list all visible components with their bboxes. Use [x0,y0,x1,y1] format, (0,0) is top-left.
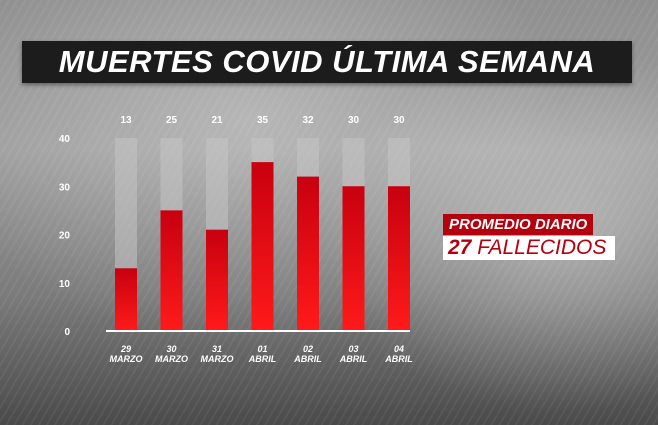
x-tick-label-month: ABRIL [293,354,322,364]
y-tick-label: 20 [59,231,71,242]
x-tick-label-day: 29 [120,344,131,354]
x-tick-label-day: 31 [212,344,222,354]
average-unit: FALLECIDOS [477,236,607,259]
y-tick-label: 30 [59,182,71,193]
x-tick-label-day: 04 [394,344,404,354]
average-number: 27 [448,236,472,259]
bar [115,268,137,331]
average-label: PROMEDIO DIARIO [443,214,594,235]
x-tick-label-day: 03 [348,344,358,354]
x-tick-label-month: MARZO [110,354,143,364]
title-banner: MUERTES COVID ÚLTIMA SEMANA [22,41,632,83]
data-label: 32 [302,115,314,126]
x-tick-label-month: MARZO [155,354,188,364]
data-label: 13 [120,115,132,126]
chart-title: MUERTES COVID ÚLTIMA SEMANA [58,44,596,79]
x-tick-label-day: 01 [257,344,267,354]
x-tick-label-month: ABRIL [248,354,277,364]
bar [297,176,319,331]
y-tick-label: 10 [59,279,71,290]
data-label: 21 [211,115,223,126]
x-tick-label-month: MARZO [201,354,234,364]
bar [342,186,365,331]
bar [251,162,274,331]
x-tick-label-day: 30 [166,344,176,354]
data-label: 30 [393,115,405,126]
x-tick-label-day: 02 [303,344,313,354]
data-label: 25 [166,115,178,126]
y-tick-label: 0 [64,327,70,338]
data-label: 30 [348,115,360,126]
data-label: 35 [257,115,269,126]
daily-average-box: PROMEDIO DIARIO 27 FALLECIDOS [443,214,615,260]
bar [388,186,410,331]
average-value: 27 FALLECIDOS [443,236,615,260]
bar [160,210,183,331]
bar [206,229,228,331]
x-tick-label-month: ABRIL [339,354,368,364]
x-tick-label-month: ABRIL [384,354,413,364]
y-tick-label: 40 [59,134,71,145]
